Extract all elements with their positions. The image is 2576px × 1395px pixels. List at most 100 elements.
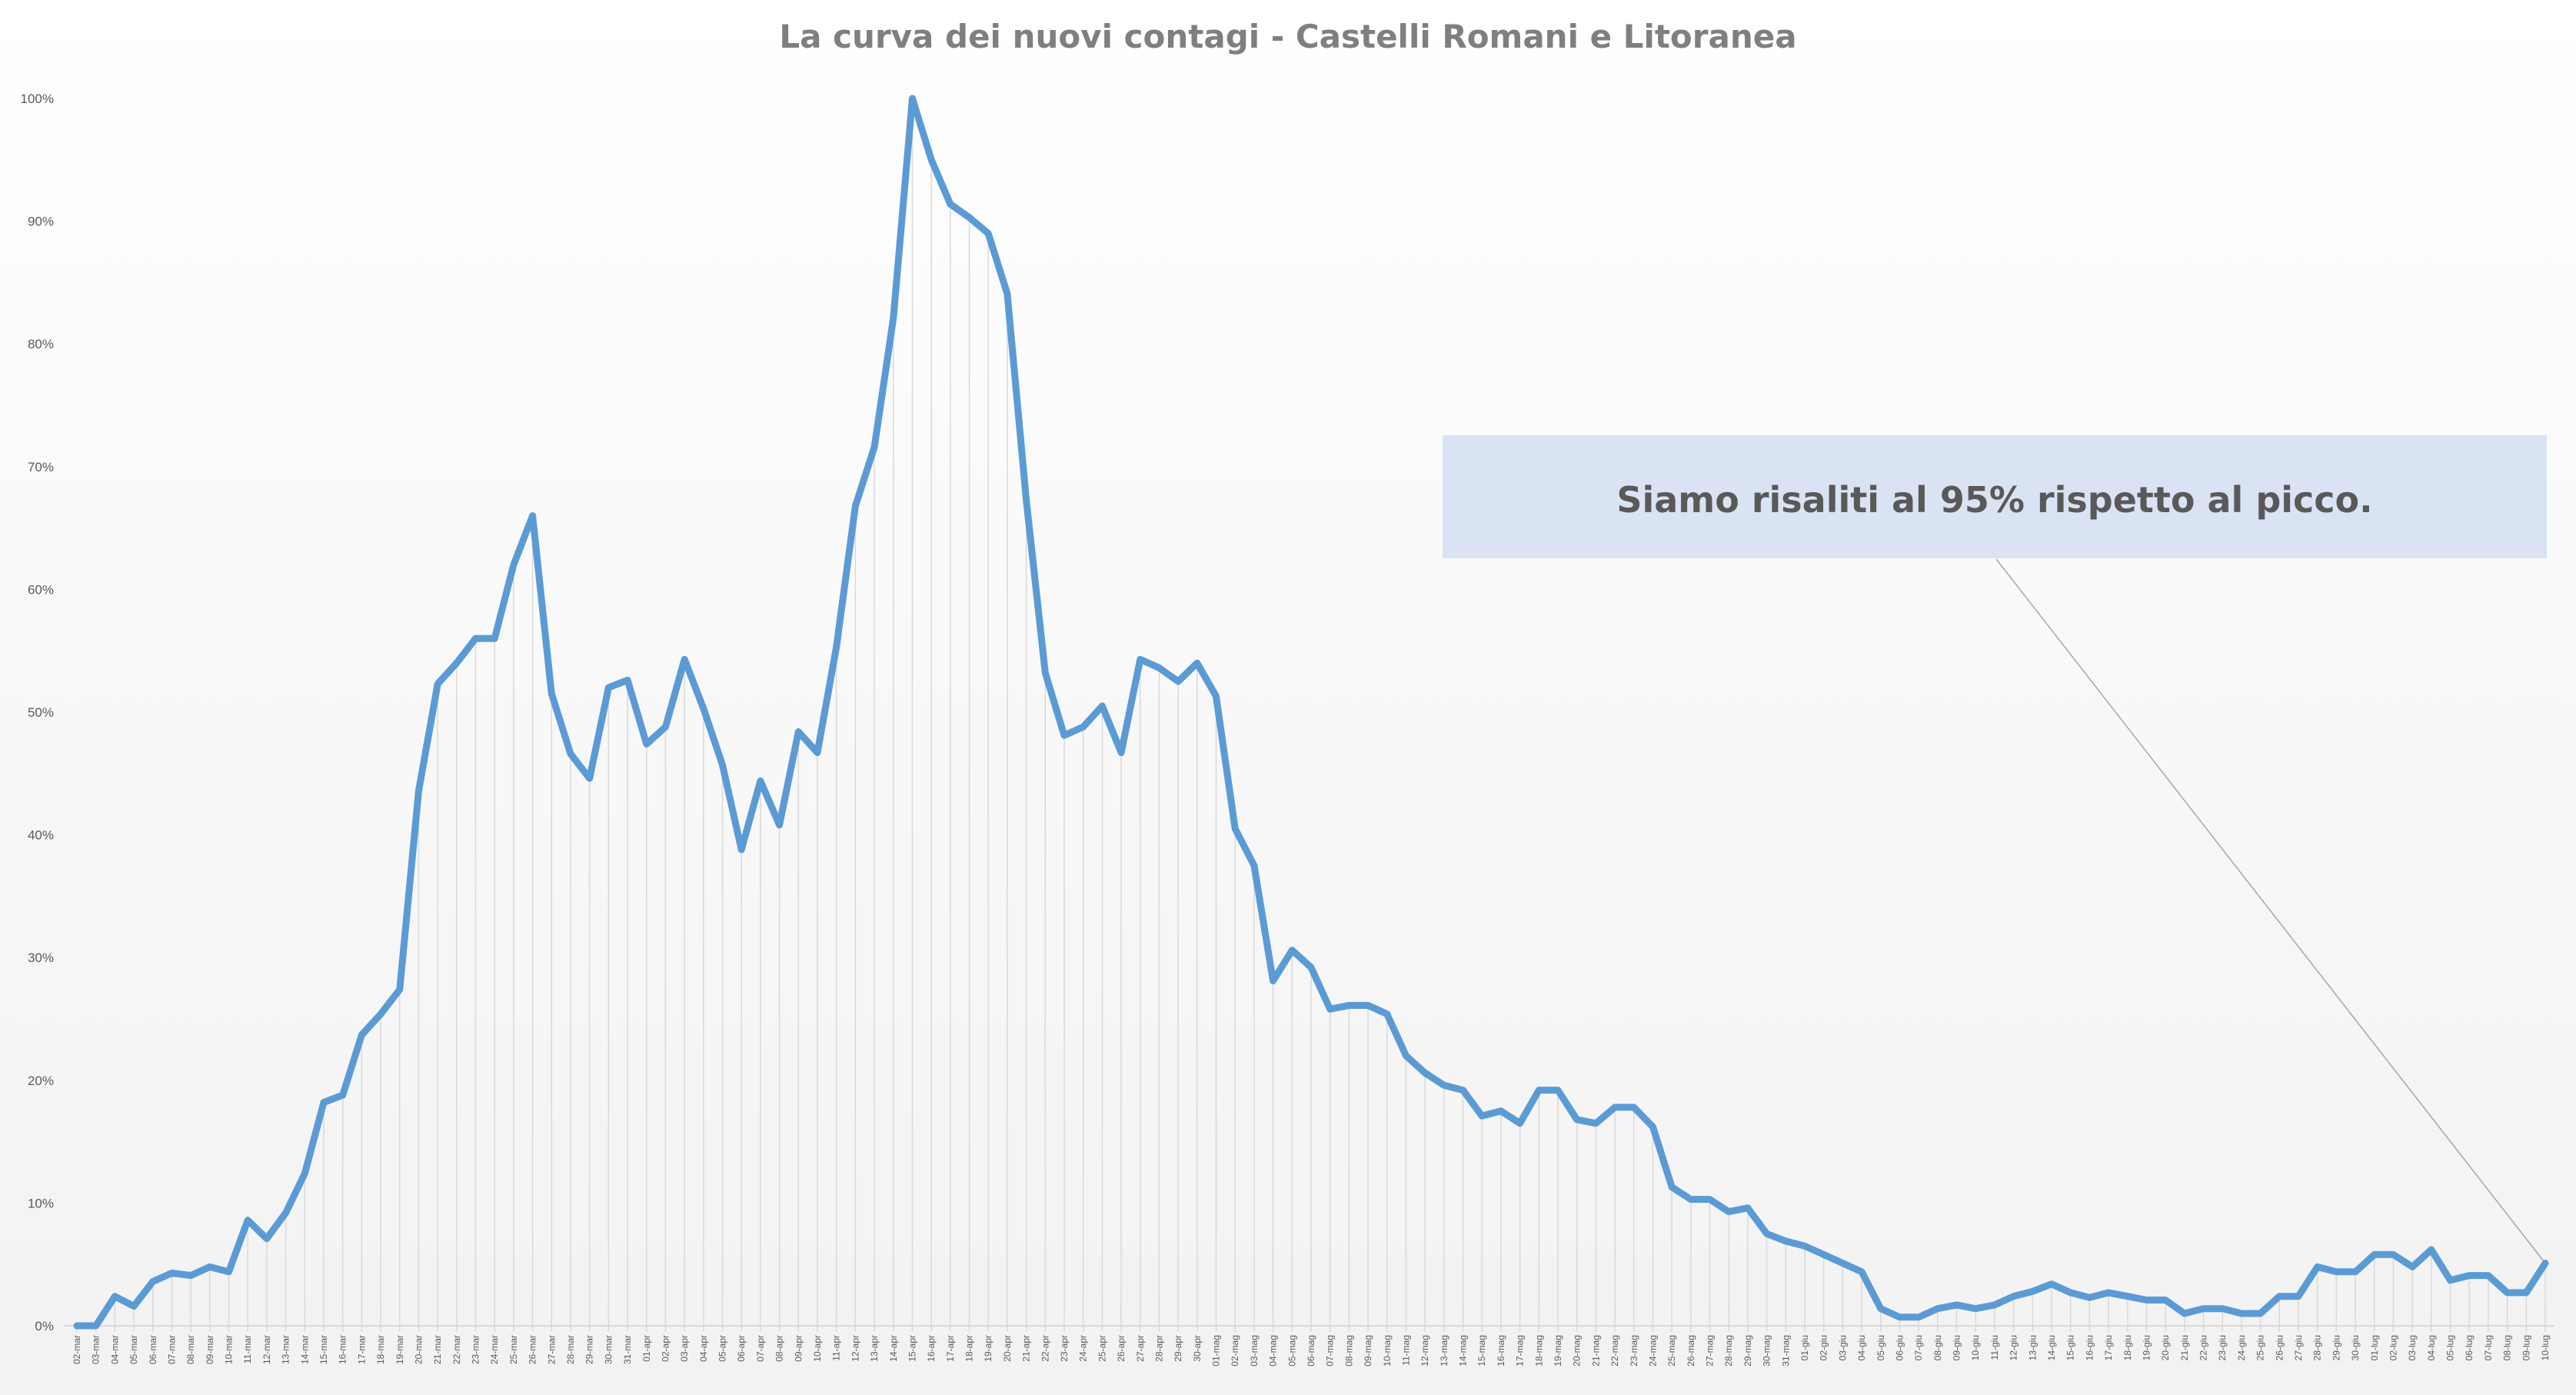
x-tick-label: 02-apr (660, 1335, 671, 1362)
x-tick-label: 08-giu (1932, 1335, 1943, 1360)
x-tick-label: 11-apr (831, 1335, 842, 1361)
x-tick-label: 20-giu (2160, 1335, 2171, 1360)
x-tick-label: 27-apr (1135, 1335, 1146, 1362)
x-tick-label: 14-mag (1458, 1335, 1469, 1367)
x-tick-label: 10-giu (1970, 1335, 1981, 1360)
x-tick-label: 22-mag (1609, 1335, 1620, 1367)
x-tick-label: 24-mar (489, 1335, 500, 1364)
x-tick-label: 30-mar (603, 1335, 614, 1364)
x-tick-label: 05-giu (1875, 1335, 1886, 1360)
x-tick-label: 12-mar (261, 1335, 272, 1364)
x-tick-label: 27-mar (546, 1335, 557, 1364)
y-tick-label: 100% (21, 92, 54, 106)
x-tick-label: 14-mar (299, 1335, 310, 1364)
x-tick-label: 28-mar (565, 1335, 576, 1364)
x-tick-label: 06-mar (148, 1335, 158, 1364)
x-tick-label: 26-giu (2274, 1335, 2285, 1360)
x-tick-label: 28-mag (1723, 1335, 1734, 1367)
x-tick-label: 04-lug (2426, 1335, 2437, 1360)
x-tick-label: 22-giu (2198, 1335, 2209, 1360)
y-tick-label: 20% (28, 1074, 54, 1088)
x-tick-label: 08-mag (1343, 1335, 1354, 1367)
x-tick-label: 11-mag (1400, 1335, 1411, 1366)
x-tick-label: 17-mar (356, 1335, 367, 1364)
x-tick-label: 06-lug (2464, 1335, 2474, 1360)
x-tick-label: 20-mar (413, 1335, 424, 1364)
x-tick-label: 06-apr (736, 1335, 747, 1362)
series-line (73, 95, 2549, 1330)
x-tick-label: 18-giu (2122, 1335, 2133, 1360)
x-tick-label: 05-mag (1286, 1335, 1297, 1367)
x-tick-label: 21-apr (1021, 1335, 1032, 1362)
x-tick-label: 22-apr (1040, 1335, 1050, 1362)
x-tick-label: 02-mag (1230, 1335, 1240, 1367)
x-tick-label: 30-apr (1192, 1335, 1203, 1362)
x-tick-label: 24-giu (2236, 1335, 2247, 1360)
y-tick-label: 60% (28, 582, 54, 597)
x-tick-label: 21-mar (432, 1335, 443, 1364)
x-tick-label: 15-mag (1476, 1335, 1487, 1367)
x-tick-label: 04-mag (1268, 1335, 1279, 1367)
x-tick-label: 13-apr (869, 1335, 880, 1362)
chart-title: La curva dei nuovi contagi - Castelli Ro… (779, 18, 1796, 55)
x-tick-label: 18-mag (1533, 1335, 1544, 1367)
annotation: Siamo risaliti al 95% rispetto al picco. (1443, 435, 2547, 1264)
x-tick-label: 02-giu (1819, 1335, 1829, 1360)
x-tick-label: 03-apr (679, 1335, 690, 1362)
x-tick-label: 11-giu (1989, 1335, 2000, 1360)
x-tick-label: 10-mar (224, 1335, 235, 1364)
y-tick-label: 10% (28, 1196, 54, 1210)
x-tick-label: 30-mag (1762, 1335, 1772, 1367)
drop-lines (114, 98, 2546, 1326)
y-tick-label: 40% (28, 828, 54, 843)
x-tick-label: 06-giu (1894, 1335, 1905, 1360)
x-tick-label: 14-giu (2046, 1335, 2057, 1360)
y-tick-label: 30% (28, 951, 54, 965)
x-tick-label: 09-lug (2521, 1335, 2531, 1360)
x-tick-label: 01-apr (641, 1335, 652, 1362)
x-tick-label: 23-mag (1629, 1335, 1639, 1367)
x-tick-label: 18-mar (375, 1335, 386, 1364)
x-tick-label: 07-apr (755, 1335, 766, 1362)
x-tick-label: 07-mar (166, 1335, 177, 1364)
x-tick-label: 02-mar (72, 1335, 82, 1364)
x-tick-label: 09-mag (1363, 1335, 1373, 1367)
x-tick-label: 10-lug (2540, 1335, 2551, 1360)
x-tick-label: 15-apr (907, 1335, 917, 1362)
x-tick-label: 02-lug (2388, 1335, 2398, 1360)
x-tick-label: 29-giu (2331, 1335, 2341, 1360)
x-tick-label: 16-apr (926, 1335, 937, 1362)
x-tick-label: 13-mag (1439, 1335, 1449, 1367)
x-tick-label: 13-mar (281, 1335, 291, 1364)
annotation-box (1443, 435, 2547, 558)
x-tick-label: 08-apr (774, 1335, 785, 1362)
x-tick-label: 28-apr (1153, 1335, 1164, 1362)
x-tick-label: 09-apr (793, 1335, 804, 1362)
x-tick-label: 03-mar (91, 1335, 102, 1364)
x-tick-label: 05-lug (2445, 1335, 2456, 1360)
x-axis-ticks: 02-mar 03-mar 04-mar 05-mar 06-mar 07-mar 08-m… (72, 1326, 2551, 1367)
x-tick-label: 25-apr (1097, 1335, 1107, 1362)
x-tick-label: 26-mar (528, 1335, 538, 1364)
x-tick-label: 12-giu (2009, 1335, 2019, 1360)
x-tick-label: 15-giu (2065, 1335, 2076, 1360)
x-tick-label: 08-mar (185, 1335, 196, 1364)
x-tick-label: 19-mar (394, 1335, 405, 1364)
x-tick-label: 22-mar (451, 1335, 462, 1364)
x-tick-label: 25-mag (1666, 1335, 1677, 1367)
x-tick-label: 19-apr (983, 1335, 993, 1362)
x-tick-label: 01-mag (1211, 1335, 1222, 1367)
x-tick-label: 24-mag (1647, 1335, 1658, 1367)
x-tick-label: 15-mar (318, 1335, 329, 1364)
x-tick-label: 03-lug (2407, 1335, 2418, 1360)
x-tick-label: 19-giu (2141, 1335, 2152, 1360)
x-tick-label: 01-giu (1799, 1335, 1810, 1360)
x-tick-label: 17-giu (2103, 1335, 2114, 1360)
x-tick-label: 07-mag (1325, 1335, 1336, 1367)
x-tick-label: 31-mag (1780, 1335, 1791, 1367)
x-tick-label: 12-mag (1419, 1335, 1430, 1367)
x-tick-label: 16-giu (2084, 1335, 2095, 1360)
x-tick-label: 12-apr (850, 1335, 860, 1362)
y-tick-label: 50% (28, 705, 54, 720)
